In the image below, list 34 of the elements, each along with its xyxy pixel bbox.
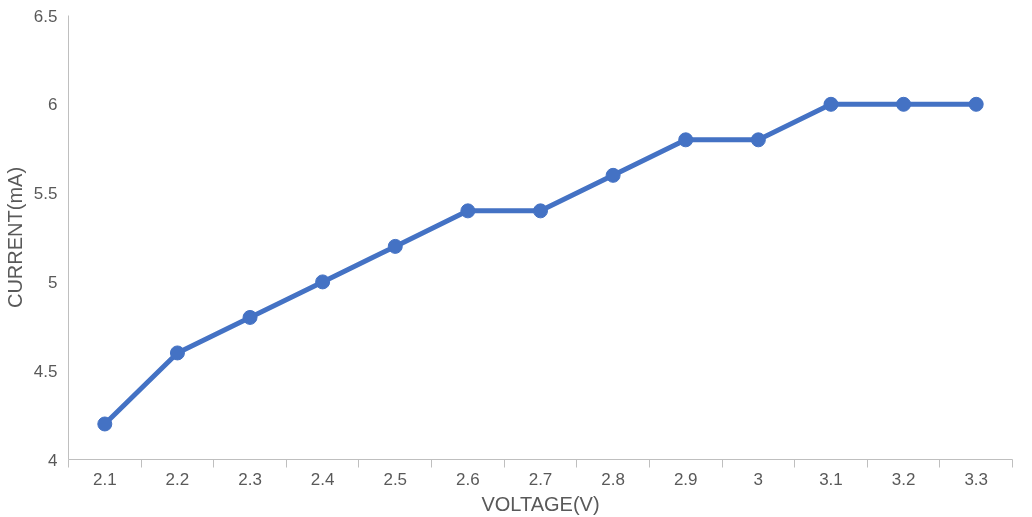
x-tick-label: 2.9: [673, 469, 698, 489]
x-tick-label: 3.3: [964, 469, 989, 489]
x-tick-label: 2.2: [165, 469, 190, 489]
y-axis-title: CURRENT(mA): [3, 166, 26, 309]
point: [460, 203, 476, 219]
x-tick-label: 2.5: [383, 469, 408, 489]
x-tick-label: 3.1: [819, 469, 843, 489]
x-tick-label: 3.2: [891, 469, 916, 489]
x-tick-label: 3: [753, 469, 764, 489]
point: [968, 96, 984, 112]
point: [896, 96, 912, 112]
y-tick-label: 4: [48, 450, 58, 470]
y-tick-label: 5: [48, 272, 58, 292]
point: [97, 416, 113, 432]
point: [169, 345, 185, 361]
y-tick-label: 5.5: [33, 184, 58, 204]
x-tick-label: 2.3: [238, 469, 262, 489]
point: [750, 132, 766, 148]
point: [387, 238, 403, 254]
y-tick-label: 6.5: [33, 6, 58, 26]
point: [678, 132, 694, 148]
point: [823, 96, 839, 112]
x-tick-label: 2.6: [456, 469, 480, 489]
point: [605, 167, 621, 183]
y-tick-label: 4.5: [33, 361, 58, 381]
x-tick-label: 2.1: [92, 469, 117, 489]
x-axis-title: VOLTAGE(V): [481, 492, 600, 515]
y-tick-label: 6: [48, 95, 58, 115]
x-tick-label: 2.7: [528, 469, 553, 489]
x-tick-label: 2.8: [601, 469, 625, 489]
point: [315, 274, 331, 290]
x-tick-label: 2.4: [310, 469, 335, 489]
point: [533, 203, 548, 219]
point: [242, 309, 258, 325]
